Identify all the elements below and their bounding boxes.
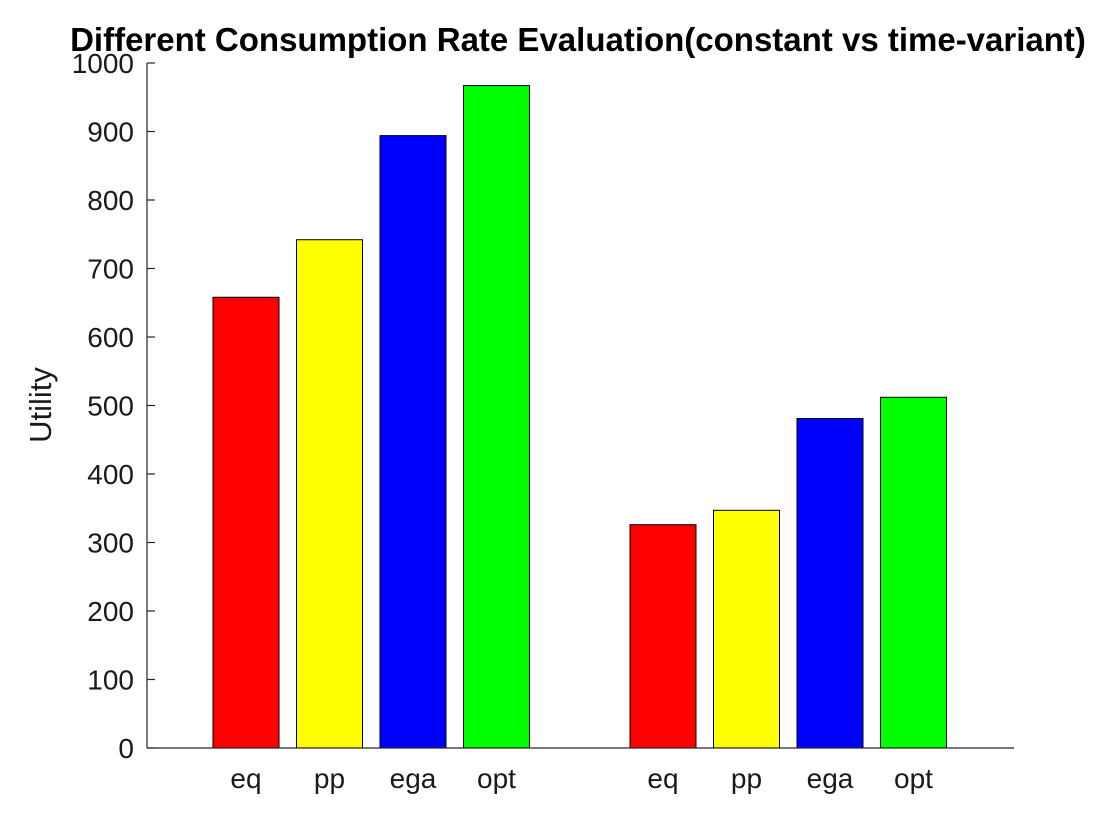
y-tick-label: 100 — [87, 665, 134, 696]
x-tick-label-opt: opt — [894, 763, 933, 794]
plot-area: eq pp ega opt eq pp ega opt 0 100 200 300 400 500 600 7… — [72, 48, 1014, 794]
y-tick-label: 400 — [87, 459, 134, 490]
bar-ega-group-2 — [796, 418, 864, 749]
y-tick-label: 600 — [87, 322, 134, 353]
x-tick-label-eq: eq — [647, 763, 678, 794]
x-tick-label-ega: ega — [390, 763, 437, 794]
bar-ega-group-1 — [379, 135, 447, 749]
bar-opt-group-1 — [463, 85, 530, 749]
y-tick-label: 200 — [87, 596, 134, 627]
y-tick-label: 900 — [87, 117, 134, 148]
bar-opt-group-2 — [880, 396, 947, 749]
y-tick-label: 300 — [87, 528, 134, 559]
x-tick-label-ega: ega — [807, 763, 854, 794]
bar-pp-group-2 — [713, 509, 780, 749]
bar-pp-group-1 — [296, 239, 363, 749]
x-tick-label-opt: opt — [477, 763, 516, 794]
y-tick-label: 500 — [87, 391, 134, 422]
bar-eq-group-2 — [629, 524, 697, 749]
chart-title: Different Consumption Rate Evaluation(co… — [70, 21, 1086, 58]
y-axis-label: Utility — [23, 367, 58, 443]
bar-eq-group-1 — [212, 296, 280, 749]
y-tick-label: 800 — [87, 185, 134, 216]
x-tick-label-eq: eq — [230, 763, 261, 794]
x-tick-label-pp: pp — [731, 763, 762, 794]
x-tick-label-pp: pp — [314, 763, 345, 794]
y-tick-label: 0 — [118, 733, 134, 764]
y-tick-label: 700 — [87, 254, 134, 285]
y-tick-label: 1000 — [72, 48, 134, 79]
